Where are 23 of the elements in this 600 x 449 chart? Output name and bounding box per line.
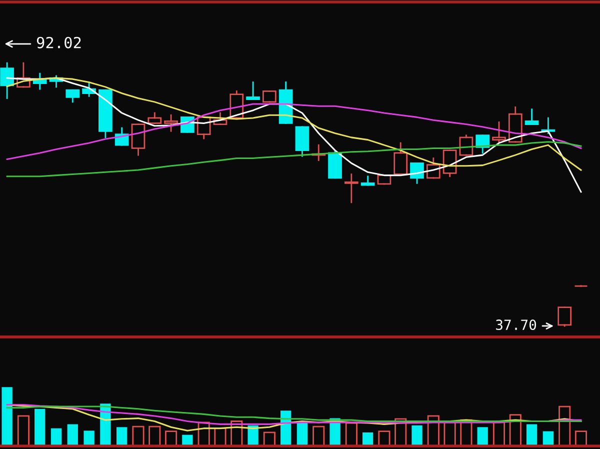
text: 92.02 [36,36,81,48]
bar [2,387,12,446]
bar [345,422,358,446]
bar [116,427,128,446]
annotation: 37.70 [496,320,536,330]
bar [67,424,78,446]
bar [558,406,571,446]
bar [132,426,144,446]
bar [17,415,30,446]
bar [526,424,538,446]
candlestick [312,144,326,162]
bar [509,414,522,446]
bar [148,426,161,446]
bar [394,418,407,446]
bar [198,422,210,446]
bar [412,425,422,446]
bar [427,415,440,446]
bar [34,408,46,446]
candlestick [344,174,358,204]
bar [84,430,94,446]
bar [312,426,325,446]
bar [477,427,488,446]
bar [230,420,243,446]
